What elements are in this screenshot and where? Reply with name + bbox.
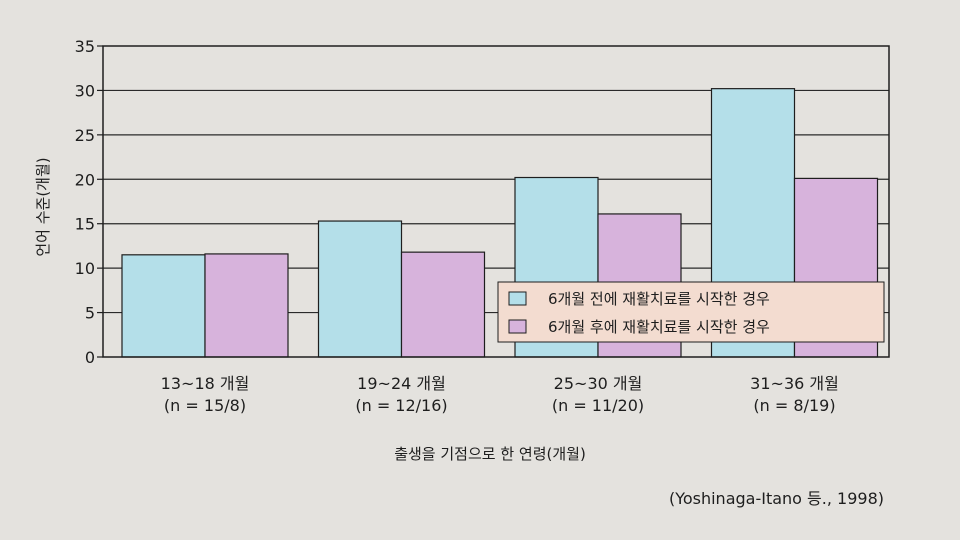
y-tick-label: 35 (75, 37, 95, 56)
plot-frame (102, 45, 890, 358)
y-tick-label: 0 (85, 348, 95, 367)
legend-swatch (508, 291, 527, 306)
y-axis-label: 언어 수준(개월) (34, 157, 52, 256)
x-tick-label: (n = 15/8) (164, 396, 246, 415)
bar (317, 220, 403, 358)
x-tick-label: (n = 8/19) (753, 396, 835, 415)
x-tick-label: 31~36 개월 (750, 374, 839, 393)
bar (121, 254, 206, 358)
bar (400, 251, 486, 358)
y-tick-label: 20 (75, 170, 95, 189)
source-citation: (Yoshinaga-Itano 등., 1998) (669, 489, 884, 508)
legend-label: 6개월 전에 재활치료를 시작한 경우 (548, 290, 770, 308)
y-tick-label: 5 (85, 304, 95, 323)
y-tick-label: 15 (75, 215, 95, 234)
x-axis-label: 출생을 기점으로 한 연령(개월) (394, 445, 586, 463)
y-tick-label: 25 (75, 126, 95, 145)
x-tick-label: 25~30 개월 (554, 374, 643, 393)
x-tick-label: 13~18 개월 (161, 374, 250, 393)
x-tick-label: 19~24 개월 (357, 374, 446, 393)
bar (204, 253, 289, 358)
legend-label: 6개월 후에 재활치료를 시작한 경우 (548, 318, 770, 336)
legend-box (497, 281, 885, 343)
y-tick-label: 10 (75, 259, 95, 278)
y-tick-label: 30 (75, 81, 95, 100)
x-tick-label: (n = 11/20) (552, 396, 644, 415)
x-tick-label: (n = 12/16) (355, 396, 447, 415)
legend-swatch (508, 319, 527, 334)
